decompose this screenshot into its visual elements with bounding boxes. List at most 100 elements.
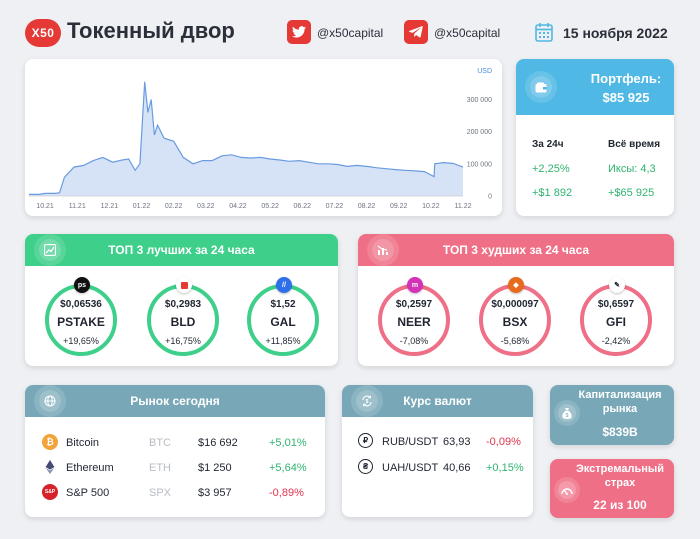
asset-change: -0,89% xyxy=(269,487,304,499)
bsx-logo-icon: ◆ xyxy=(508,277,524,293)
decline-chart-icon xyxy=(372,239,394,261)
fear-value: 22 из 100 xyxy=(593,498,647,512)
x-tick-label: 01.22 xyxy=(133,203,151,210)
coin-change: +11,85% xyxy=(265,336,301,346)
coin-change: -5,68% xyxy=(500,336,530,346)
market-row-sp500[interactable]: S&P S&P 500 SPX $3 957 -0,89% xyxy=(25,484,325,504)
coin-ticker: GAL xyxy=(270,315,296,329)
coin-price: $0,06536 xyxy=(60,299,102,310)
x-tick-label: 11.21 xyxy=(69,203,86,210)
fx-row-rub[interactable]: ₽ RUB/USDT 63,93 -0,09% xyxy=(342,433,533,453)
best-coin-3[interactable]: // $1,52 GAL +11,85% xyxy=(247,277,319,356)
market-cap-tile: $ Капитализация рынка $839B xyxy=(550,385,674,445)
worst-coin-1[interactable]: m $0,2597 NEER -7,08% xyxy=(378,277,450,356)
gfi-logo-icon: ✎ xyxy=(609,277,625,293)
asset-change: +5,64% xyxy=(269,462,307,474)
asset-ticker: ETH xyxy=(149,462,171,474)
y-axis-unit-label: USD xyxy=(477,68,492,75)
x-tick-label: 10.22 xyxy=(422,203,440,210)
portfolio-card: Портфель: $85 925 За 24ч Всё время +2,25… xyxy=(516,59,674,216)
worst-coin-2[interactable]: ◆ $0,000097 BSX -5,68% xyxy=(479,277,551,356)
market-row-bitcoin[interactable]: ₿ Bitcoin BTC $16 692 +5,01% xyxy=(25,434,325,454)
svg-text:$: $ xyxy=(366,399,369,405)
x-tick-label: 06.22 xyxy=(293,203,311,210)
fx-change: +0,15% xyxy=(486,462,524,474)
y-tick-label: 300 000 xyxy=(467,97,492,104)
coin-change: +16,75% xyxy=(165,336,201,346)
telegram-icon[interactable] xyxy=(404,20,428,44)
asset-name: Ethereum xyxy=(66,462,114,474)
fear-title-line1: Экстремальный xyxy=(575,463,665,475)
top-worst-header: ТОП 3 худших за 24 часа xyxy=(358,234,674,266)
asset-change: +5,01% xyxy=(269,437,307,449)
y-tick-label: 100 000 xyxy=(467,161,492,168)
y-tick-label: 0 xyxy=(488,194,492,201)
x-tick-label: 02.22 xyxy=(165,203,183,210)
coin-price: $0,2597 xyxy=(395,299,433,310)
calendar-icon xyxy=(535,22,553,42)
asset-price: $1 250 xyxy=(198,462,232,474)
multiplier-alltime: Иксы: 4,3 xyxy=(608,163,656,175)
top-best-card: ТОП 3 лучших за 24 часа ps $0,06536 PSTA… xyxy=(25,234,338,366)
market-row-ethereum[interactable]: Ethereum ETH $1 250 +5,64% xyxy=(25,459,325,479)
fx-title: Курс валют xyxy=(403,394,472,408)
top-worst-title: ТОП 3 худших за 24 часа xyxy=(442,243,590,257)
ruble-icon: ₽ xyxy=(358,433,373,448)
market-title: Рынок сегодня xyxy=(130,394,220,408)
ethereum-icon xyxy=(42,459,58,475)
growth-chart-icon xyxy=(39,239,61,261)
fx-change: -0,09% xyxy=(486,436,521,448)
fear-greed-tile: Экстремальный страх 22 из 100 xyxy=(550,459,674,518)
worst-coin-3[interactable]: ✎ $0,6597 GFI -2,42% xyxy=(580,277,652,356)
hryvnia-icon: ₴ xyxy=(358,459,373,474)
portfolio-title: Портфель: xyxy=(590,71,662,86)
best-coin-2[interactable]: $0,2983 BLD +16,75% xyxy=(147,277,219,356)
asset-ticker: BTC xyxy=(149,437,171,449)
fx-rate: 40,66 xyxy=(443,462,471,474)
top-best-title: ТОП 3 лучших за 24 часа xyxy=(108,243,255,257)
currency-exchange-icon: $ xyxy=(356,390,378,412)
coin-change: +19,65% xyxy=(63,336,99,346)
portfolio-chart-card: 10.21 11.21 12.21 01.22 02.22 03.22 04.22 05.22… xyxy=(25,59,502,216)
market-cap-value: $839B xyxy=(602,425,638,439)
change-24h-percent: +2,25% xyxy=(532,163,570,175)
best-coin-1[interactable]: ps $0,06536 PSTAKE +19,65% xyxy=(45,277,117,356)
date-label: 15 ноября 2022 xyxy=(563,25,668,41)
change-24h-usd: +$1 892 xyxy=(532,187,573,199)
coin-ticker: PSTAKE xyxy=(57,315,105,329)
x-tick-label: 05.22 xyxy=(261,203,279,210)
fear-title-line2: страх xyxy=(604,477,636,489)
x-tick-label: 04.22 xyxy=(229,203,247,210)
col-alltime-header: Всё время xyxy=(608,139,661,150)
top-best-header: ТОП 3 лучших за 24 часа xyxy=(25,234,338,266)
page-title: Токенный двор xyxy=(67,18,235,43)
bitcoin-icon: ₿ xyxy=(42,434,58,450)
change-alltime-usd: +$65 925 xyxy=(608,187,655,199)
asset-ticker: SPX xyxy=(149,487,172,499)
pstake-logo-icon: ps xyxy=(74,277,90,293)
coin-ticker: BLD xyxy=(170,315,196,329)
fx-rate: 63,93 xyxy=(443,436,471,448)
x-tick-label: 09.22 xyxy=(390,203,408,210)
coin-price: $0,6597 xyxy=(597,299,635,310)
portfolio-value: $85 925 xyxy=(602,90,650,105)
portfolio-header: Портфель: $85 925 xyxy=(516,59,674,115)
twitter-icon[interactable] xyxy=(287,20,311,44)
coin-change: -2,42% xyxy=(601,336,631,346)
money-bag-icon: $ xyxy=(558,404,576,422)
telegram-handle[interactable]: @x50capital xyxy=(434,26,501,40)
fx-rates-card: $ Курс валют ₽ RUB/USDT 63,93 -0,09% ₴ U… xyxy=(342,385,533,517)
chart-area-fill xyxy=(29,81,463,196)
col-24h-header: За 24ч xyxy=(532,139,564,150)
twitter-handle[interactable]: @x50capital xyxy=(317,26,384,40)
top-worst-card: ТОП 3 худших за 24 часа m $0,2597 NEER -… xyxy=(358,234,674,366)
coin-price: $1,52 xyxy=(270,299,296,310)
market-header: Рынок сегодня xyxy=(25,385,325,417)
x-tick-label: 12.21 xyxy=(101,203,119,210)
fx-row-uah[interactable]: ₴ UAH/USDT 40,66 +0,15% xyxy=(342,459,533,479)
chart-series-line xyxy=(29,81,464,195)
market-cap-title-line1: Капитализация xyxy=(578,389,662,401)
fx-pair: UAH/USDT xyxy=(382,462,439,474)
x-tick-label: 07.22 xyxy=(326,203,344,210)
x-tick-label: 08.22 xyxy=(358,203,376,210)
